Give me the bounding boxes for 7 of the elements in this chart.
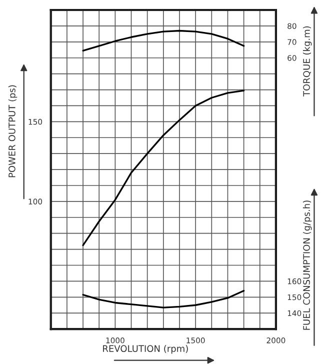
y-axis-title: POWER OUTPUT (ps) <box>8 85 18 178</box>
line-series <box>82 290 245 308</box>
x-axis-title: REVOLUTION (rpm) <box>103 345 188 354</box>
line-series <box>82 90 245 246</box>
y3-axis-title: FUEL CONSUMPTION (g/ps.h) <box>302 200 312 330</box>
y2-axis-title: TORQUE (kg.m) <box>302 26 312 97</box>
line-series <box>82 30 245 52</box>
